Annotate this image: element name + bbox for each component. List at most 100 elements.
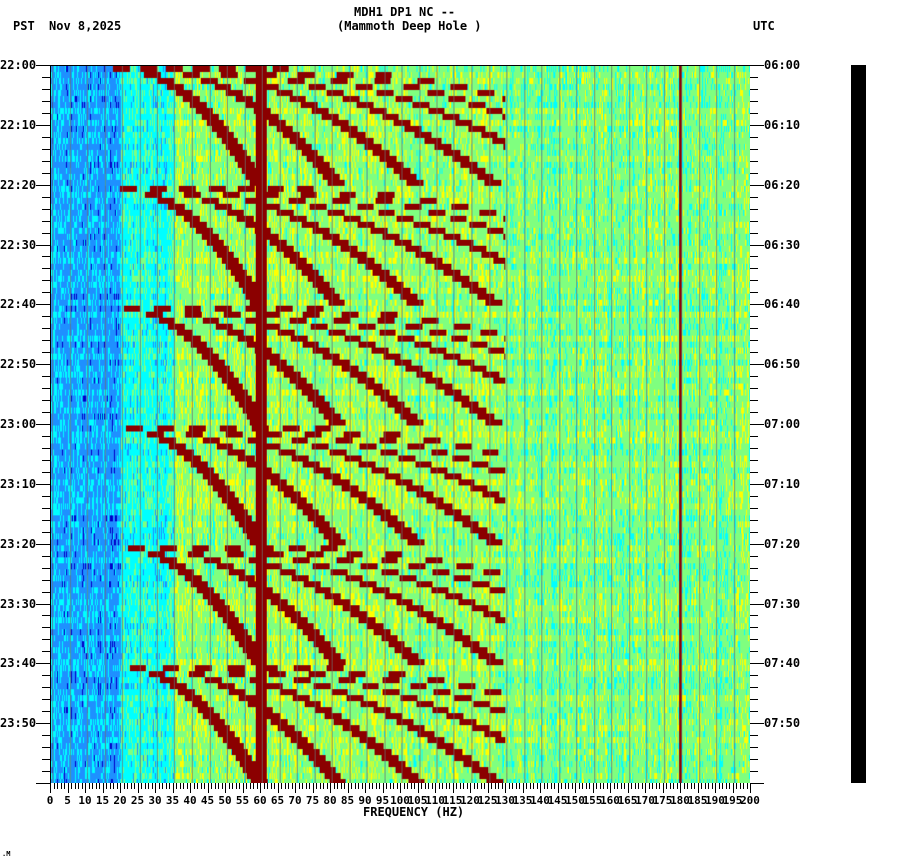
x-tick (480, 783, 482, 789)
x-tick (302, 783, 303, 789)
y-tick-right (750, 148, 758, 150)
y-label-left: 22:50 (0, 357, 37, 372)
y-tick-right (750, 124, 764, 126)
x-tick (333, 783, 335, 789)
x-tick (620, 783, 622, 789)
x-tick (477, 783, 478, 789)
x-tick (697, 783, 699, 793)
y-tick-right (750, 771, 758, 773)
x-tick (494, 783, 496, 789)
x-tick (736, 783, 737, 789)
x-tick (330, 783, 331, 793)
y-tick-left (42, 699, 50, 701)
x-label: 145 (547, 794, 568, 807)
x-tick (515, 783, 517, 789)
y-tick-left (36, 244, 50, 246)
y-tick-left (36, 603, 50, 605)
x-tick (144, 783, 146, 789)
date-label: Nov 8,2025 (49, 19, 122, 33)
x-tick (543, 783, 545, 789)
x-tick (158, 783, 160, 789)
x-tick (526, 783, 527, 789)
x-tick (470, 783, 471, 793)
x-tick (690, 783, 692, 789)
x-tick (354, 783, 356, 789)
x-tick (683, 783, 685, 789)
x-tick (169, 783, 170, 789)
y-tick-left (42, 220, 50, 222)
x-tick (326, 783, 328, 789)
y-tick-left (36, 424, 50, 425)
x-tick (428, 783, 429, 789)
y-tick-right (750, 531, 758, 533)
x-tick (564, 783, 566, 789)
x-tick (414, 783, 415, 789)
y-tick-left (36, 184, 50, 186)
x-tick (162, 783, 163, 789)
y-tick-right (750, 208, 758, 210)
x-tick (256, 783, 258, 789)
x-tick (123, 783, 125, 789)
x-tick (599, 783, 601, 789)
y-tick-left (42, 112, 50, 114)
y-tick-right (750, 723, 764, 725)
x-tick (305, 783, 307, 789)
x-tick (557, 783, 559, 793)
x-label: 30 (148, 794, 162, 807)
y-tick-right (750, 495, 758, 497)
y-tick-right (750, 651, 758, 653)
y-tick-left (42, 208, 50, 210)
left-timezone: PST (13, 19, 35, 33)
x-tick (459, 783, 461, 789)
x-tick (67, 783, 69, 793)
y-tick-right (750, 304, 764, 306)
y-tick-left (36, 304, 50, 306)
x-tick (246, 783, 247, 789)
x-tick (274, 783, 275, 789)
x-tick (473, 783, 475, 789)
x-tick (57, 783, 58, 789)
x-tick (617, 783, 618, 789)
x-tick (491, 783, 492, 789)
y-label-right: 06:00 (764, 58, 801, 72)
y-tick-right (750, 435, 758, 437)
x-tick (631, 783, 632, 789)
y-tick-left (42, 435, 50, 437)
x-tick (382, 783, 384, 793)
x-tick (148, 783, 149, 789)
y-tick-left (36, 483, 50, 485)
y-tick-right (750, 471, 758, 473)
x-tick (291, 783, 293, 789)
y-label-right: 07:00 (764, 417, 801, 431)
x-tick (463, 783, 464, 789)
x-tick (218, 783, 219, 789)
x-tick (407, 783, 408, 789)
x-tick (547, 783, 548, 789)
x-tick (634, 783, 636, 789)
y-label-right: 06:40 (764, 297, 801, 312)
x-tick (235, 783, 237, 789)
x-tick (442, 783, 443, 789)
x-tick (662, 783, 664, 793)
x-tick (99, 783, 100, 789)
right-timezone: UTC (753, 19, 775, 33)
x-tick (550, 783, 552, 789)
y-tick-left (42, 268, 50, 270)
y-tick-right (750, 447, 758, 449)
y-tick-left (42, 747, 50, 749)
x-tick (687, 783, 688, 789)
y-tick-right (750, 591, 758, 593)
y-tick-right (750, 196, 758, 198)
x-tick (183, 783, 184, 789)
y-tick-right (750, 579, 758, 581)
x-label: 150 (565, 794, 585, 807)
y-tick-left (36, 783, 50, 784)
x-tick (260, 783, 261, 793)
x-tick (225, 783, 226, 793)
y-tick-right (750, 747, 758, 749)
y-tick-left (42, 280, 50, 282)
x-tick (750, 783, 751, 793)
x-tick (277, 783, 279, 793)
x-tick (375, 783, 377, 789)
x-tick (186, 783, 188, 789)
